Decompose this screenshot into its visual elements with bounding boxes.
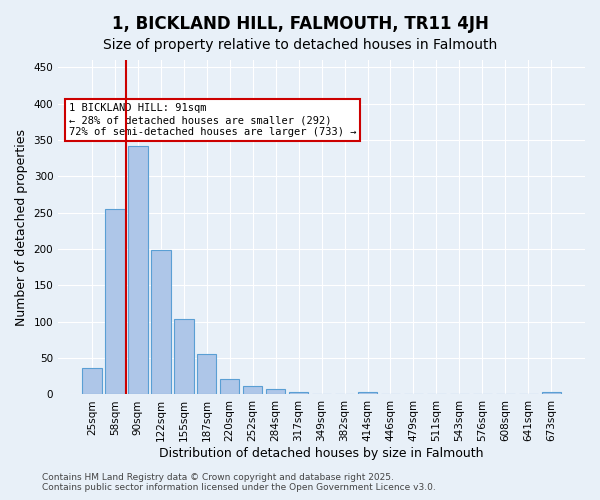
Text: 1 BICKLAND HILL: 91sqm
← 28% of detached houses are smaller (292)
72% of semi-de: 1 BICKLAND HILL: 91sqm ← 28% of detached… [69, 104, 356, 136]
Bar [289, 392, 308, 394]
Bar [105, 209, 125, 394]
Bar [243, 386, 262, 394]
Text: Contains HM Land Registry data © Crown copyright and database right 2025.
Contai: Contains HM Land Registry data © Crown c… [42, 473, 436, 492]
Bar [82, 368, 101, 394]
Bar [266, 390, 286, 394]
Bar [151, 250, 170, 394]
Bar [197, 354, 217, 395]
X-axis label: Distribution of detached houses by size in Falmouth: Distribution of detached houses by size … [160, 447, 484, 460]
Bar [358, 392, 377, 394]
Bar [174, 319, 194, 394]
Y-axis label: Number of detached properties: Number of detached properties [15, 128, 28, 326]
Bar [220, 379, 239, 394]
Bar [128, 146, 148, 394]
Text: Size of property relative to detached houses in Falmouth: Size of property relative to detached ho… [103, 38, 497, 52]
Text: 1, BICKLAND HILL, FALMOUTH, TR11 4JH: 1, BICKLAND HILL, FALMOUTH, TR11 4JH [112, 15, 488, 33]
Bar [542, 392, 561, 394]
